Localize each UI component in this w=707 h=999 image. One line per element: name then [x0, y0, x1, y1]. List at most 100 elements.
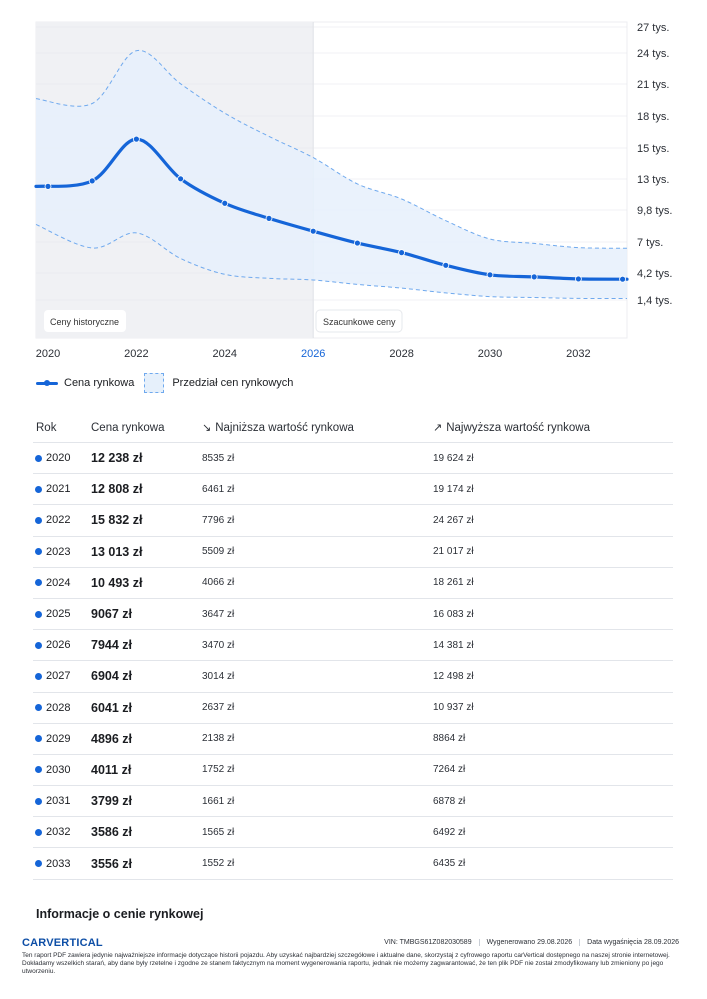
- disclaimer: Ten raport PDF zawiera jedynie najważnie…: [22, 952, 670, 976]
- row-year-label: 2032: [46, 826, 71, 839]
- row-year: 2026: [33, 639, 91, 651]
- x-tick-label: 2026: [301, 348, 325, 360]
- data-point: [265, 214, 273, 222]
- row-min: 6461 zł: [202, 483, 235, 495]
- data-point: [44, 182, 52, 190]
- row-min: 3014 zł: [202, 670, 235, 682]
- y-tick-label: 27 tys.: [637, 22, 669, 34]
- row-price: 9067 zł: [91, 607, 133, 622]
- data-point: [177, 175, 185, 183]
- row-year: 2027: [33, 670, 91, 682]
- row-max: 24 267 zł: [433, 514, 474, 526]
- row-dot-icon: [35, 735, 42, 743]
- market-price-chart: 27 tys. 24 tys. 21 tys. 18 tys. 15 tys. 13 ty…: [0, 0, 707, 400]
- y-tick-label: 4,2 tys.: [637, 268, 672, 280]
- row-price: 13 013 zł: [91, 544, 143, 559]
- row-year: 2024: [33, 577, 91, 589]
- row-dot-icon: [35, 828, 42, 836]
- y-tick-label: 9,8 tys.: [637, 205, 672, 217]
- row-min: 4066 zł: [202, 577, 235, 589]
- row-max: 6492 zł: [433, 826, 466, 838]
- row-dot-icon: [35, 516, 42, 524]
- data-point: [353, 239, 361, 247]
- historical-chip: [44, 310, 126, 332]
- legend-item-market-price: Cena rynkowa: [36, 377, 134, 389]
- header-max-label: Najwyższa wartość rynkowa: [446, 421, 591, 434]
- header-year: Rok: [36, 421, 57, 434]
- x-tick-label: 2030: [478, 348, 502, 360]
- row-dot-icon: [35, 548, 42, 556]
- row-year-label: 2031: [46, 795, 71, 808]
- historical-chip-label: Ceny historyczne: [50, 317, 119, 327]
- row-year-label: 2021: [46, 483, 71, 496]
- row-dot-icon: [35, 454, 42, 462]
- row-price: 6041 zł: [91, 700, 133, 715]
- x-tick-label: 2022: [124, 348, 148, 360]
- header-min: ↘ Najniższa wartość rynkowa: [202, 421, 433, 435]
- table-row: 2030 4011 zł 1752 zł 7264 zł: [33, 755, 673, 787]
- chart-svg: 27 tys. 24 tys. 21 tys. 18 tys. 15 tys. 13 ty…: [34, 21, 672, 360]
- header-max: ↗ Najwyższa wartość rynkowa: [433, 421, 673, 435]
- table-row: 2025 9067 zł 3647 zł 16 083 zł: [33, 599, 673, 631]
- row-price: 3799 zł: [91, 794, 133, 809]
- data-point: [88, 177, 96, 185]
- table-row: 2021 12 808 zł 6461 zł 19 174 zł: [33, 474, 673, 506]
- row-dot-icon: [35, 485, 42, 493]
- estimated-chip: [315, 309, 403, 333]
- data-point: [309, 227, 317, 235]
- row-max: 21 017 zł: [433, 546, 474, 558]
- row-price: 4896 zł: [91, 731, 133, 746]
- row-year-label: 2023: [46, 545, 71, 558]
- x-tick-label: 2028: [389, 348, 413, 360]
- row-min: 1752 zł: [202, 764, 235, 776]
- legend-label-market-price: Cena rynkowa: [64, 377, 135, 389]
- data-point: [132, 135, 140, 143]
- row-year: 2025: [33, 608, 91, 620]
- table-row: 2032 3586 zł 1565 zł 6492 zł: [33, 817, 673, 849]
- row-year: 2029: [33, 733, 91, 745]
- row-dot-icon: [35, 704, 42, 712]
- row-year: 2022: [33, 514, 91, 526]
- row-dot-icon: [35, 860, 42, 868]
- y-tick-label: 7 tys.: [637, 237, 663, 249]
- band-upper-edge: [35, 50, 628, 249]
- estimated-chip-label: Szacunkowe ceny: [323, 317, 396, 327]
- row-max: 6878 zł: [433, 795, 466, 807]
- carvertical-logo: CARVERTICAL: [22, 937, 103, 949]
- row-price: 6904 zł: [91, 669, 133, 684]
- row-max: 19 624 zł: [433, 452, 474, 464]
- row-year: 2033: [33, 858, 91, 870]
- market-price-info-heading: Informacje o cenie rynkowej: [36, 907, 204, 921]
- row-price: 3586 zł: [91, 825, 133, 840]
- row-year-label: 2029: [46, 732, 71, 745]
- y-tick-label: 21 tys.: [637, 79, 669, 91]
- legend-label-price-range: Przedział cen rynkowych: [172, 377, 294, 389]
- row-max: 12 498 zł: [433, 670, 474, 682]
- row-price: 12 808 zł: [91, 482, 143, 497]
- table-row: 2029 4896 zł 2138 zł 8864 zł: [33, 724, 673, 755]
- row-year: 2030: [33, 764, 91, 776]
- row-min: 1552 zł: [202, 858, 235, 870]
- table-row: 2033 3556 zł 1552 zł 6435 zł: [33, 848, 673, 880]
- row-year-label: 2028: [46, 701, 71, 714]
- row-min: 2138 zł: [202, 733, 235, 745]
- row-dot-icon: [35, 672, 42, 680]
- row-max: 16 083 zł: [433, 608, 474, 620]
- row-price: 4011 zł: [91, 762, 132, 777]
- expiry-date: Data wygaśnięcia 28.09.2026: [579, 939, 686, 946]
- table-header: Rok Cena rynkowa ↘ Najniższa wartość ryn…: [33, 413, 673, 443]
- row-year-label: 2030: [46, 763, 71, 776]
- table-row: 2028 6041 zł 2637 zł 10 937 zł: [33, 693, 673, 724]
- data-point: [575, 275, 582, 283]
- row-max: 10 937 zł: [433, 702, 474, 714]
- row-year-label: 2020: [46, 452, 71, 465]
- data-point: [398, 249, 406, 257]
- row-price: 7944 zł: [91, 638, 133, 653]
- row-year: 2031: [33, 795, 91, 807]
- row-year-label: 2027: [46, 670, 71, 683]
- row-max: 6435 zł: [433, 858, 466, 870]
- x-tick-label: 2024: [213, 348, 237, 360]
- footer: CARVERTICAL VIN: TMBGS61Z082030589 Wygen…: [0, 932, 707, 999]
- row-max: 14 381 zł: [433, 639, 474, 651]
- row-min: 7796 zł: [202, 514, 235, 526]
